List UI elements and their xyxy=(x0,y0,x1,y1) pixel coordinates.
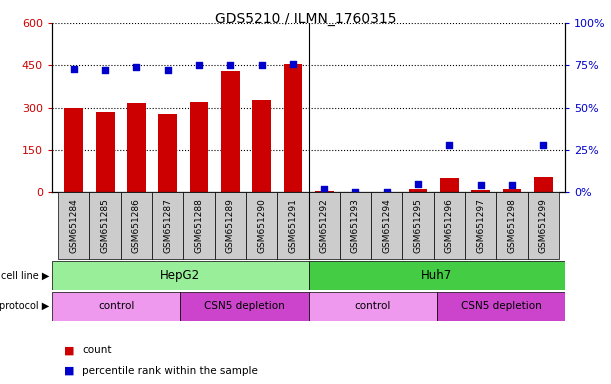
Point xyxy=(288,61,298,67)
Text: protocol ▶: protocol ▶ xyxy=(0,301,49,311)
Text: control: control xyxy=(98,301,134,311)
Bar xyxy=(284,64,302,192)
Text: Huh7: Huh7 xyxy=(421,269,453,282)
Text: percentile rank within the sample: percentile rank within the sample xyxy=(82,366,258,376)
Bar xyxy=(309,261,565,290)
Point xyxy=(194,62,204,68)
Bar xyxy=(471,190,490,192)
Point xyxy=(100,67,110,73)
Point xyxy=(507,182,517,188)
Bar xyxy=(89,192,121,259)
Bar xyxy=(189,103,208,192)
Bar xyxy=(52,261,309,290)
Bar xyxy=(309,192,340,259)
Text: GSM651286: GSM651286 xyxy=(132,198,141,253)
Point xyxy=(382,189,392,195)
Text: GSM651288: GSM651288 xyxy=(194,198,203,253)
Bar xyxy=(96,112,114,192)
Text: GSM651297: GSM651297 xyxy=(476,198,485,253)
Text: GSM651293: GSM651293 xyxy=(351,198,360,253)
Text: CSN5 depletion: CSN5 depletion xyxy=(461,301,541,311)
Bar xyxy=(409,189,428,192)
Bar xyxy=(465,192,496,259)
Bar xyxy=(315,191,334,192)
Bar xyxy=(58,192,89,259)
Text: CSN5 depletion: CSN5 depletion xyxy=(204,301,285,311)
Bar xyxy=(246,192,277,259)
Bar xyxy=(434,192,465,259)
Bar xyxy=(309,292,437,321)
Point xyxy=(413,180,423,187)
Point xyxy=(351,189,360,195)
Text: GSM651289: GSM651289 xyxy=(226,198,235,253)
Text: GSM651285: GSM651285 xyxy=(101,198,109,253)
Text: control: control xyxy=(354,301,391,311)
Bar xyxy=(221,71,240,192)
Text: GSM651298: GSM651298 xyxy=(508,198,516,253)
Bar xyxy=(152,192,183,259)
Bar xyxy=(180,292,309,321)
Text: cell line ▶: cell line ▶ xyxy=(1,270,49,281)
Text: GSM651294: GSM651294 xyxy=(382,198,391,253)
Bar xyxy=(371,192,403,259)
Point xyxy=(131,64,141,70)
Bar xyxy=(64,108,83,192)
Bar xyxy=(277,192,309,259)
Bar xyxy=(52,292,180,321)
Bar xyxy=(121,192,152,259)
Bar xyxy=(127,103,146,192)
Bar xyxy=(503,189,521,192)
Text: HepG2: HepG2 xyxy=(160,269,200,282)
Bar xyxy=(252,99,271,192)
Point xyxy=(476,182,486,188)
Point xyxy=(225,62,235,68)
Bar xyxy=(437,292,565,321)
Bar xyxy=(496,192,528,259)
Text: ■: ■ xyxy=(64,366,75,376)
Bar xyxy=(534,177,553,192)
Text: GSM651287: GSM651287 xyxy=(163,198,172,253)
Text: ■: ■ xyxy=(64,345,75,355)
Bar xyxy=(340,192,371,259)
Text: GSM651291: GSM651291 xyxy=(288,198,298,253)
Text: GSM651299: GSM651299 xyxy=(539,198,548,253)
Text: count: count xyxy=(82,345,112,355)
Point xyxy=(163,67,173,73)
Text: GSM651296: GSM651296 xyxy=(445,198,454,253)
Text: GSM651295: GSM651295 xyxy=(414,198,423,253)
Bar xyxy=(158,114,177,192)
Bar xyxy=(183,192,214,259)
Text: GSM651290: GSM651290 xyxy=(257,198,266,253)
Bar xyxy=(403,192,434,259)
Text: GSM651284: GSM651284 xyxy=(69,198,78,253)
Text: GSM651292: GSM651292 xyxy=(320,198,329,253)
Point xyxy=(444,142,454,148)
Point xyxy=(538,142,548,148)
Point xyxy=(69,66,79,72)
Point xyxy=(257,62,266,68)
Point xyxy=(320,185,329,192)
Text: GDS5210 / ILMN_1760315: GDS5210 / ILMN_1760315 xyxy=(214,12,397,25)
Bar xyxy=(528,192,559,259)
Bar xyxy=(214,192,246,259)
Bar xyxy=(440,178,459,192)
